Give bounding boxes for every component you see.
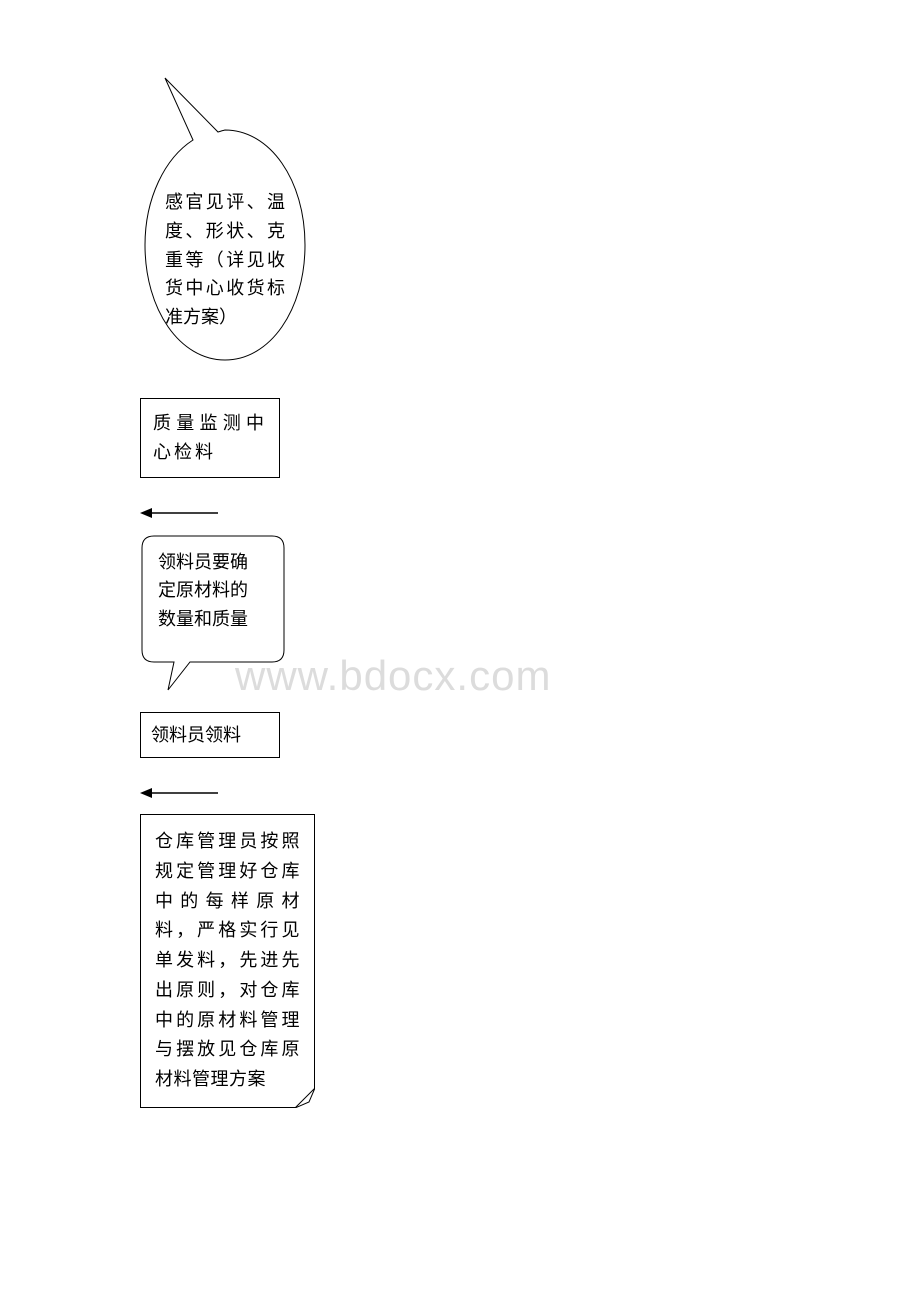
ellipse-callout-text: 感官见评、温度、形状、克重等（详见收货中心收货标准方案） [165,188,285,332]
quality-inspection-box: 质量监测中心检料 [140,398,280,478]
arrow-2 [140,786,340,800]
arrow-1 [140,506,340,520]
arrow-left-icon [140,786,220,800]
arrow-left-icon [140,506,220,520]
material-pickup-box: 领料员领料 [140,712,280,759]
warehouse-note-box: 仓库管理员按照规定管理好仓库中的每样原材料，严格实行见单发料，先进先出原则，对仓… [140,814,315,1107]
ellipse-callout: 感官见评、温度、形状、克重等（详见收货中心收货标准方案） [140,110,310,380]
folded-corner-icon [295,1088,315,1108]
speech-callout-text: 领料员要确定原材料的数量和质量 [158,548,263,634]
speech-callout: 领料员要确定原材料的数量和质量 [140,534,290,694]
warehouse-note-text: 仓库管理员按照规定管理好仓库中的每样原材料，严格实行见单发料，先进先出原则，对仓… [155,831,300,1089]
flowchart-container: 感官见评、温度、形状、克重等（详见收货中心收货标准方案） 质量监测中心检料 领料… [140,80,340,1108]
